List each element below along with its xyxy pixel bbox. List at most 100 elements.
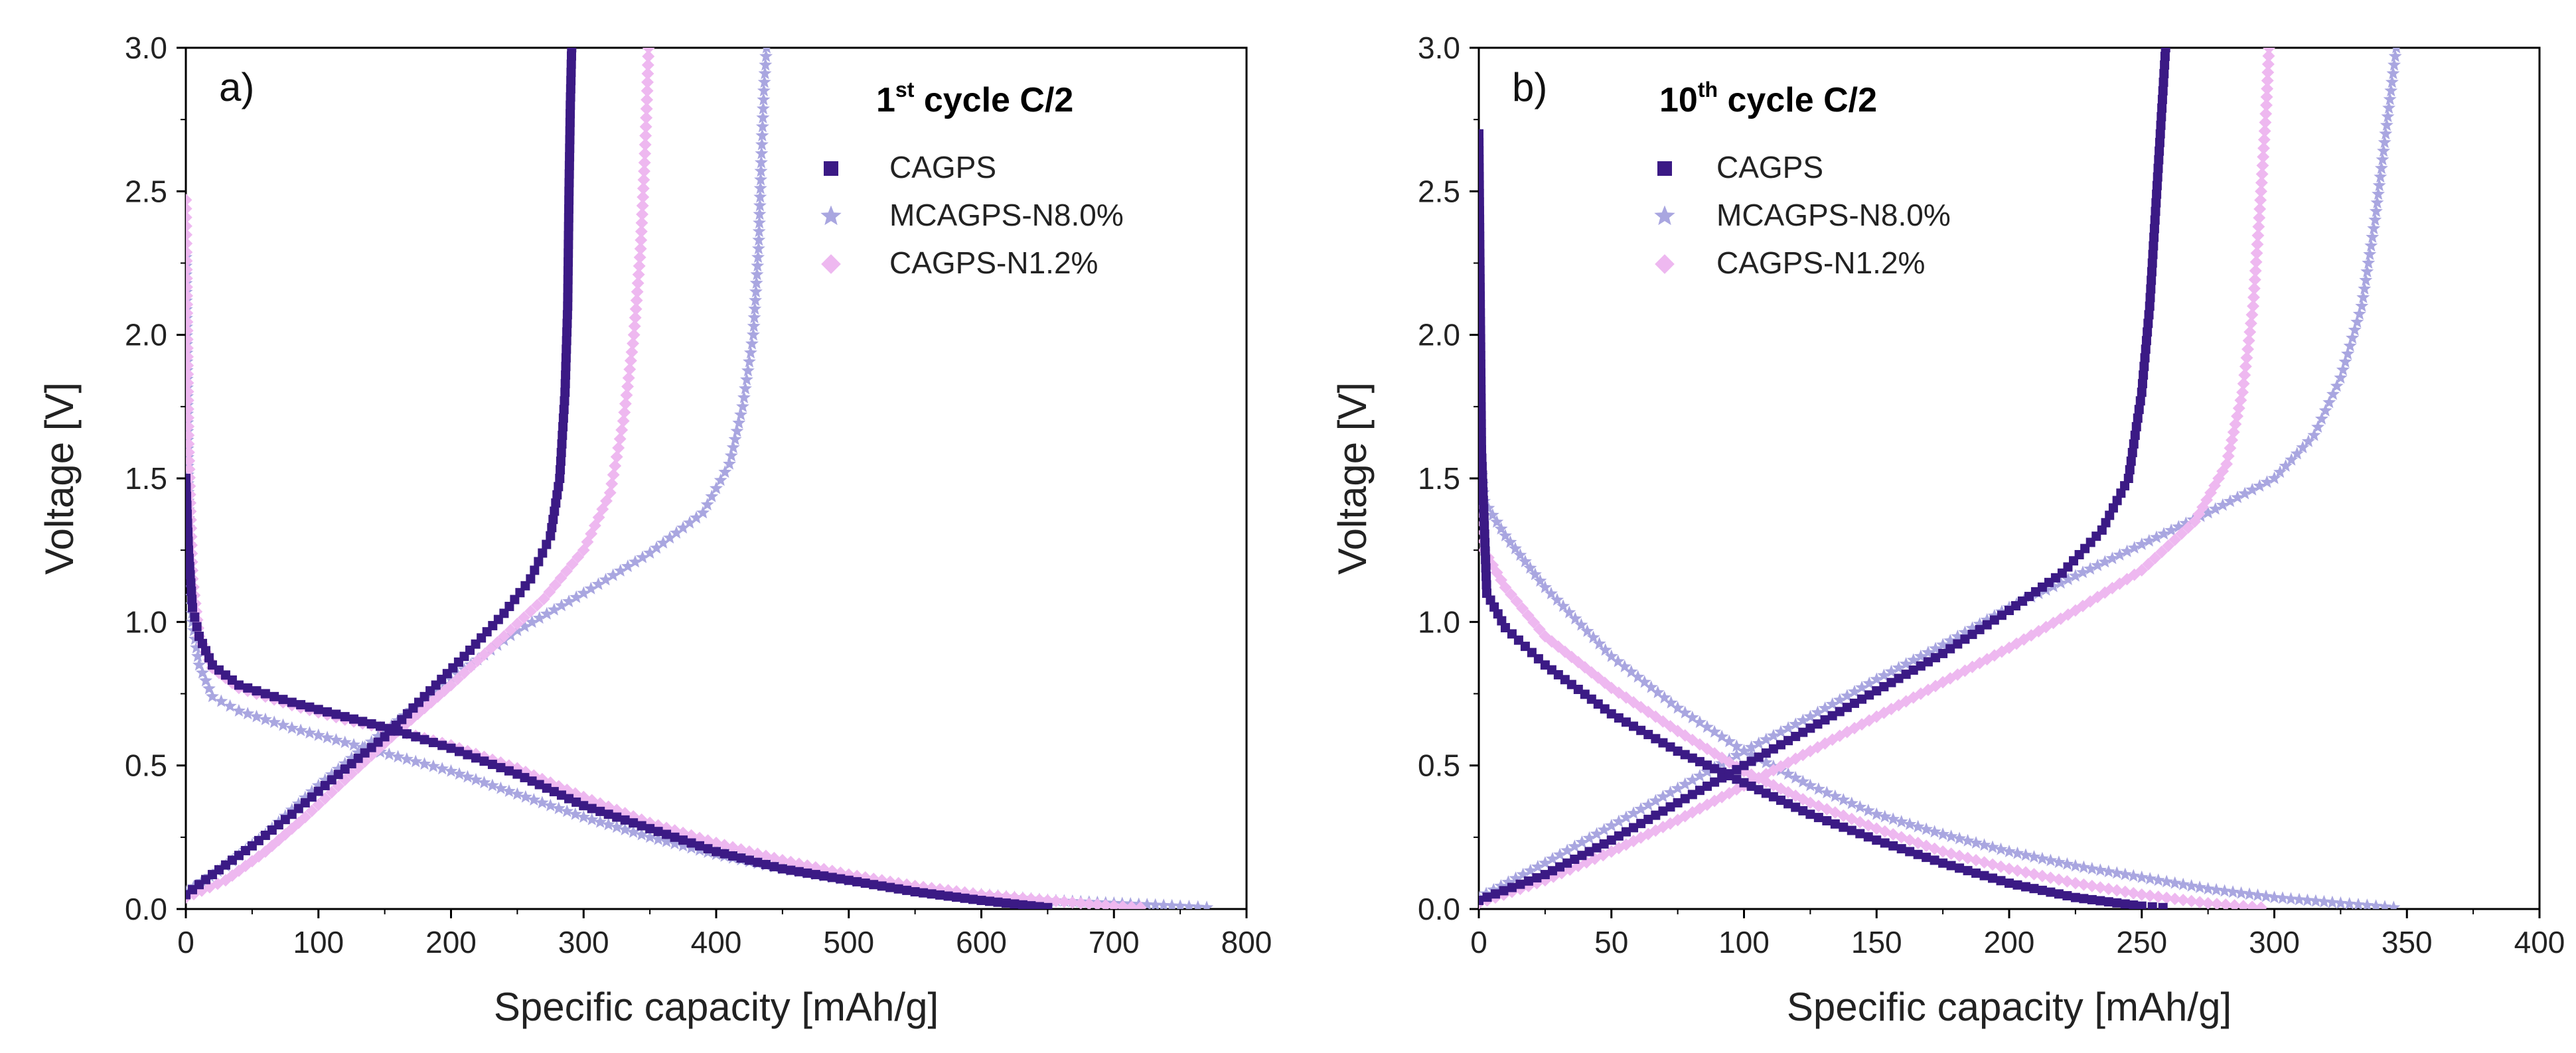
data-point [563, 283, 573, 293]
data-point [535, 796, 549, 809]
data-point [2387, 900, 2401, 909]
data-point [1912, 837, 1925, 849]
data-point [560, 387, 570, 397]
data-point [1479, 180, 1484, 190]
y-tick-label: 2.5 [1418, 174, 1460, 208]
data-point [544, 798, 558, 811]
data-point [1140, 898, 1154, 909]
data-point [1914, 649, 1928, 662]
data-point [2147, 267, 2157, 277]
data-point [1629, 721, 1639, 731]
legend-marker [1657, 161, 1672, 176]
data-point [1732, 764, 1742, 774]
data-point [202, 681, 216, 695]
data-point [569, 590, 583, 603]
data-point [358, 717, 368, 727]
data-point [398, 719, 412, 732]
data-point [1582, 831, 1596, 844]
data-point [1641, 798, 1655, 811]
data-point [2185, 894, 2198, 908]
data-point [2079, 894, 2089, 904]
data-point [540, 606, 554, 620]
data-point [1880, 838, 1890, 848]
data-point [192, 658, 206, 671]
data-point [2259, 116, 2272, 129]
data-point [639, 138, 652, 151]
data-point [1896, 844, 1906, 854]
data-point [1693, 715, 1706, 729]
data-point [2152, 180, 2162, 190]
data-point [619, 397, 632, 410]
data-point [577, 810, 591, 823]
data-point [510, 617, 524, 630]
data-point [1951, 629, 1965, 642]
data-point [741, 364, 755, 377]
data-point [1931, 653, 1941, 663]
data-point [751, 259, 765, 272]
data-point [869, 880, 879, 890]
legend: 10th cycle C/2 CAGPS MCAGPS-N8.0% CAGPS-N1.… [1654, 78, 1951, 280]
data-point [754, 173, 768, 186]
data-point [1724, 769, 1734, 779]
data-point [620, 815, 630, 825]
data-point [1479, 129, 1483, 139]
data-point [1010, 899, 1020, 909]
data-point [313, 705, 323, 715]
data-point [1813, 813, 1823, 823]
data-point [2238, 368, 2251, 382]
data-point [2318, 403, 2332, 417]
data-point [2260, 90, 2273, 104]
data-point [566, 76, 576, 86]
legend-marker [820, 205, 842, 226]
data-point [726, 441, 740, 454]
data-point [186, 254, 193, 267]
data-point [2314, 411, 2328, 425]
data-point [276, 718, 290, 731]
data-point [1995, 645, 2008, 658]
data-point [1923, 657, 1933, 667]
data-point [2175, 527, 2188, 540]
data-point [625, 346, 639, 359]
data-point [1920, 839, 1933, 853]
data-point [2237, 377, 2250, 390]
data-point [1961, 851, 1975, 865]
data-point [2019, 848, 2032, 861]
data-point [1568, 612, 1582, 625]
data-point [827, 873, 837, 882]
data-point [186, 289, 194, 303]
data-point [2369, 899, 2383, 909]
data-point [952, 892, 962, 902]
data-point [564, 230, 573, 240]
data-point [2005, 878, 2014, 888]
data-point [532, 611, 546, 624]
data-point [525, 615, 539, 628]
data-point [2386, 66, 2400, 80]
data-point [605, 477, 619, 490]
data-point [1612, 841, 1626, 855]
data-point [1479, 436, 1486, 446]
data-point [757, 92, 771, 105]
data-point [627, 328, 641, 342]
data-point [1509, 871, 1523, 884]
data-point [2212, 472, 2226, 485]
data-point [458, 666, 471, 679]
data-point [1523, 561, 1537, 574]
data-point [1695, 756, 1705, 766]
data-point [186, 890, 190, 900]
data-point [2010, 637, 2023, 650]
data-point [746, 328, 760, 341]
data-point [2261, 66, 2275, 79]
data-point [2352, 898, 2365, 909]
data-point [1614, 713, 1624, 723]
data-point [548, 579, 562, 592]
data-point [2234, 886, 2248, 899]
data-point [1479, 155, 1484, 165]
data-point [635, 827, 648, 841]
data-point [2147, 275, 2157, 285]
data-point [2247, 282, 2261, 295]
data-point [1870, 807, 1884, 820]
data-point [2380, 118, 2393, 131]
data-point [197, 638, 207, 648]
data-point [645, 823, 655, 833]
